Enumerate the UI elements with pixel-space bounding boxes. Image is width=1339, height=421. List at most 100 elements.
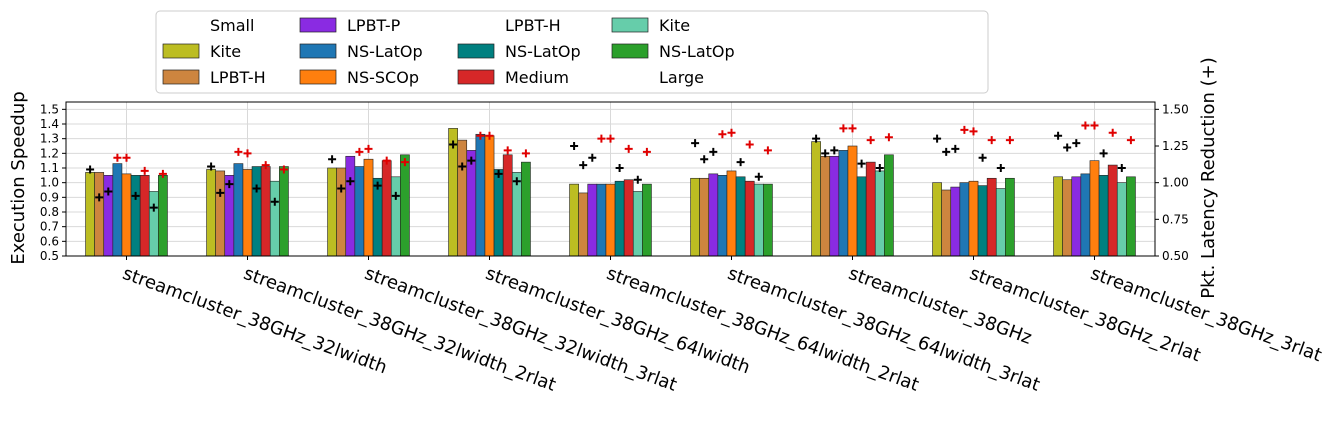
bar — [242, 169, 253, 257]
bar — [847, 145, 858, 257]
latency-marker-red — [597, 134, 606, 143]
bar — [614, 180, 625, 257]
legend-swatch — [299, 43, 337, 59]
latency-marker-black — [615, 164, 624, 172]
legend-label: Medium — [505, 68, 569, 87]
latency-marker-red — [234, 147, 243, 156]
legend-label: NS-LatOp — [347, 42, 423, 61]
bar — [642, 183, 652, 257]
bar — [838, 150, 849, 257]
bar — [260, 166, 271, 257]
y-tick-label: 1.5 — [40, 102, 59, 116]
y-tick-label: 0.5 — [40, 249, 59, 263]
bar — [484, 135, 495, 257]
bar — [959, 182, 970, 257]
legend-item: LPBT-H — [162, 68, 266, 87]
bar — [148, 191, 159, 257]
latency-marker-red — [718, 130, 727, 139]
y2-axis-label: Pkt. Latency Reduction (+) — [1198, 57, 1219, 298]
bar — [502, 154, 513, 257]
bar — [251, 166, 262, 257]
y-tick-label: 0.7 — [40, 220, 59, 234]
legend-swatch — [611, 43, 649, 59]
legend-label: LPBT-P — [347, 16, 401, 35]
bar — [1053, 176, 1063, 257]
legend-swatch — [162, 43, 200, 59]
bar — [1116, 182, 1127, 257]
legend-label: NS-LatOp — [659, 42, 735, 61]
bar — [941, 189, 952, 257]
latency-marker-black — [1072, 139, 1081, 148]
legend-label: LPBT-H — [210, 68, 266, 87]
latency-marker-black — [709, 147, 718, 156]
y2-tick-label: 1.00 — [1162, 176, 1189, 190]
latency-marker-black — [821, 149, 830, 158]
latency-marker-black — [216, 188, 225, 197]
bar — [596, 183, 607, 257]
latency-marker-black — [458, 162, 467, 171]
bar — [363, 158, 374, 257]
latency-marker-black — [579, 161, 588, 170]
legend-item: Kite — [611, 16, 690, 35]
legend-label: LPBT-H — [505, 16, 561, 35]
bar — [986, 177, 997, 257]
latency-marker-red — [1090, 121, 1099, 130]
bar — [85, 172, 95, 257]
latency-marker-black — [328, 155, 337, 164]
y2-tick-label: 1.50 — [1162, 102, 1189, 116]
latency-marker-red — [727, 128, 736, 137]
legend-item: NS-LatOp — [299, 42, 423, 61]
bar — [381, 160, 392, 257]
latency-marker-black — [691, 139, 700, 148]
latency-marker-red — [866, 136, 875, 145]
latency-marker-red — [642, 147, 651, 156]
bar — [1098, 175, 1109, 257]
bar — [744, 180, 755, 257]
latency-marker-black — [95, 193, 104, 202]
latency-marker-black — [494, 169, 503, 178]
bar — [121, 173, 132, 257]
bar — [995, 188, 1006, 257]
bar — [336, 167, 347, 257]
latency-marker-red — [364, 144, 373, 153]
bar — [932, 182, 942, 257]
bar — [578, 192, 589, 257]
latency-marker-black — [812, 134, 821, 143]
legend-item: NS-LatOp — [611, 42, 735, 61]
latency-marker-black — [736, 158, 745, 167]
bar — [874, 170, 885, 257]
latency-marker-red — [745, 140, 754, 149]
bar — [865, 161, 876, 257]
bar — [735, 176, 746, 257]
y-tick-label: 1.3 — [40, 132, 59, 146]
y2-tick-label: 0.75 — [1162, 212, 1189, 226]
latency-marker-black — [570, 142, 579, 150]
latency-marker-black — [346, 177, 355, 186]
bar — [708, 173, 719, 257]
latency-marker-black — [700, 155, 709, 164]
bar — [856, 176, 867, 257]
y-tick-label: 0.9 — [40, 190, 59, 204]
latency-marker-red — [969, 127, 978, 136]
bar — [1126, 176, 1136, 257]
y-tick-label: 1.0 — [40, 176, 59, 190]
legend-item: LPBT-P — [299, 16, 401, 35]
latency-marker-red — [848, 124, 857, 133]
latency-marker-red — [382, 156, 391, 165]
latency-marker-black — [951, 144, 960, 153]
latency-markers — [86, 121, 1135, 212]
bar — [327, 167, 337, 257]
bar — [1005, 177, 1015, 257]
bar — [811, 141, 821, 257]
latency-marker-black — [830, 146, 839, 155]
legend: Small Kite LPBT-H LPBT-P NS-LatOp NS-SCOp LPBT… — [155, 10, 989, 94]
latency-marker-red — [113, 153, 122, 162]
bar — [206, 169, 216, 257]
latency-marker-black — [512, 177, 521, 186]
y-tick-label: 0.8 — [40, 205, 59, 219]
y-axis: 0.50.60.70.80.91.01.11.21.31.41.5 — [40, 102, 66, 263]
latency-marker-black — [1099, 149, 1108, 158]
latency-marker-red — [960, 125, 969, 134]
